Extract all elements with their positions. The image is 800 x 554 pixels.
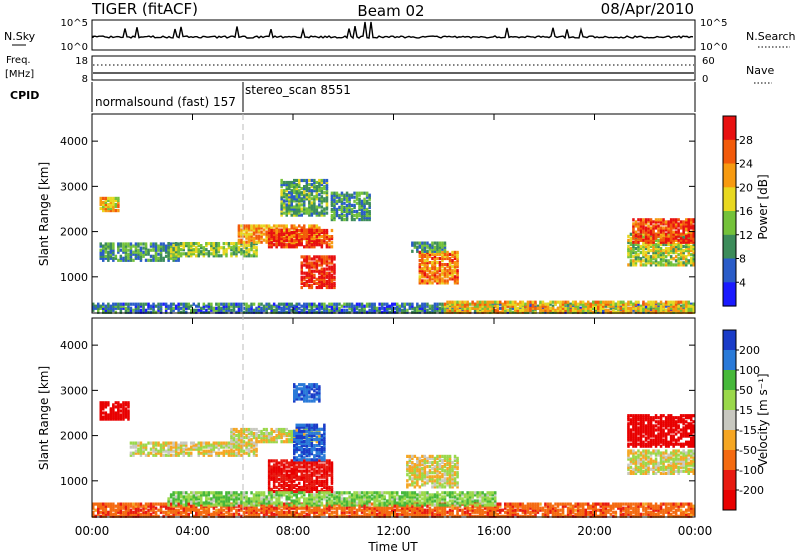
colorbar-tick-label: 8 [739,253,746,266]
nsearch-label: N.Search [746,30,796,43]
x-tick-label: 08:00 [276,524,311,538]
nave-tick-bottom: 0 [702,74,708,85]
power-heatmap [92,178,695,314]
colorbar-frame [722,329,737,511]
radar-title: TIGER (fitACF) [91,0,198,18]
colorbar-segment [723,139,736,165]
y-tick-label: 1000 [60,475,88,488]
colorbar-tick-label: 100 [739,364,760,377]
colorbar-tick-label: 200 [739,344,760,357]
velocity-colorbar: 200 100 50 15 -15 -50 -100 -200 [722,329,764,511]
colorbar-segment [723,282,736,307]
velocity-colorbar-label: Velocity [m s⁻¹] [756,373,770,466]
colorbar-tick-label: 4 [739,276,746,289]
nsearch-tick-bottom: 10^0 [700,42,727,53]
freq-panel [91,55,696,81]
colorbar-tick-label: 16 [739,205,753,218]
velocity-y-axis: 1000 2000 3000 4000 [60,339,695,488]
power-panel-frame [91,113,696,314]
colorbar-tick-label: -100 [739,464,764,477]
colorbar-tick-label: 24 [739,158,753,171]
cpid-mode-stereo-scan: stereo_scan 8551 [245,83,351,97]
colorbar-segment [723,490,736,511]
y-tick-label: 2000 [60,430,88,443]
velocity-heatmap [92,383,695,518]
nsky-tick-bottom: 10^0 [61,42,88,53]
y-tick-label: 3000 [60,180,88,193]
colorbar-segment [723,116,736,141]
x-tick-label: 04:00 [175,524,210,538]
colorbar-segment [723,234,736,260]
y-tick-label: 1000 [60,271,88,284]
x-tick-label: 12:00 [376,524,411,538]
x-tick-label: 16:00 [477,524,512,538]
colorbar-tick-label: 28 [739,134,753,147]
colorbar-segment [723,330,736,351]
y-tick-label: 2000 [60,226,88,239]
freq-tick-bottom: 8 [82,74,88,85]
time-x-axis: 00:00 04:00 08:00 12:00 16:00 20:00 00:00 [75,114,713,538]
nsky-trace [92,21,694,40]
velocity-ylabel: Slant Range [km] [37,366,51,470]
freq-unit-label: [MHz] [5,69,34,80]
colorbar-tick-label: 12 [739,229,753,242]
colorbar-segment [723,470,736,491]
nsearch-tick-top: 10^5 [700,18,727,29]
cpid-mode-normalsound: normalsound (fast) 157 [95,95,236,109]
nave-label: Nave [746,64,774,77]
colorbar-segment [723,211,736,236]
date-label: 08/Apr/2010 [601,0,694,18]
nave-tick-top: 60 [702,56,715,67]
colorbar-tick-label: -200 [739,484,764,497]
nsky-tick-top: 10^5 [61,18,88,29]
colorbar-segment [723,450,736,471]
power-ylabel: Slant Range [km] [37,162,51,266]
colorbar-segment [723,390,736,411]
beam-label: Beam 02 [357,2,424,20]
colorbar-tick-label: 50 [739,384,753,397]
x-tick-label: 00:00 [75,524,110,538]
colorbar-tick-label: -50 [739,444,757,457]
time-xlabel: Time UT [367,540,418,554]
colorbar-segment [723,410,736,431]
power-colorbar-label: Power [dB] [756,174,770,239]
power-y-axis: 1000 2000 3000 4000 [60,135,695,284]
cpid-label: CPID [10,89,39,102]
freq-label: Freq. [6,55,31,66]
nsky-label: N.Sky [4,30,36,43]
colorbar-tick-label: -15 [739,424,757,437]
colorbar-segment [723,430,736,451]
nsky-panel [91,19,696,51]
colorbar-tick-label: 15 [739,404,753,417]
velocity-panel-frame [91,317,696,518]
freq-tick-top: 18 [75,56,88,67]
y-tick-label: 4000 [60,135,88,148]
x-tick-label: 00:00 [678,524,713,538]
power-colorbar: 4 8 12 16 20 24 28 [722,115,753,307]
colorbar-segment [723,350,736,371]
colorbar-segment [723,187,736,212]
colorbar-segment [723,163,736,188]
y-tick-label: 4000 [60,339,88,352]
colorbar-segment [723,258,736,283]
y-tick-label: 3000 [60,384,88,397]
colorbar-segment [723,370,736,391]
x-tick-label: 20:00 [577,524,612,538]
colorbar-tick-label: 20 [739,181,753,194]
